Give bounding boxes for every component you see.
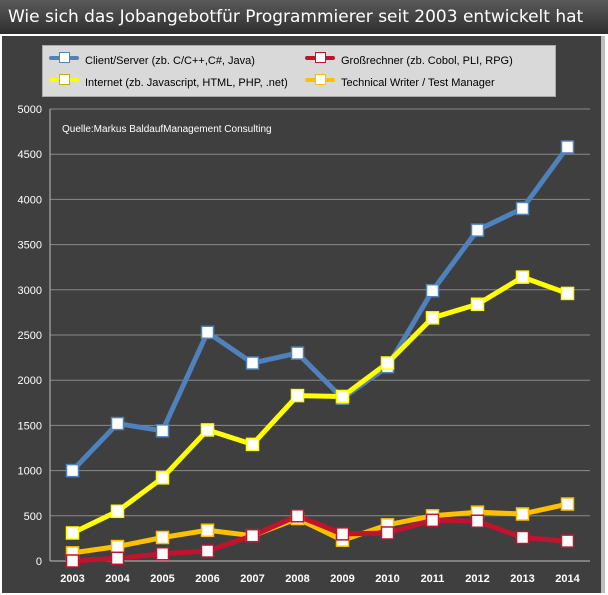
data-point-0 [470,223,485,237]
chart-title: Wie sich das Jobangebotfür Programmierer… [0,0,608,34]
y-tick-label: 2500 [18,330,42,342]
data-point-3 [380,526,395,540]
x-tick-label: 2011 [421,573,445,585]
data-point-0 [155,424,170,438]
data-point-2 [200,523,215,538]
x-tick-label: 2012 [465,573,489,585]
data-point-2 [155,530,170,545]
data-point-0 [515,201,530,216]
plot-panel [2,36,605,593]
data-point-1 [515,270,530,284]
legend-label: Großrechner (zb. Cobol, PLI, RPG) [341,55,513,67]
data-point-2 [560,497,575,511]
x-tick-label: 2003 [60,573,84,585]
data-point-0 [110,416,125,431]
y-tick-label: 5000 [18,104,42,116]
x-tick-label: 2005 [150,573,174,585]
legend: Client/Server (zb. C/C++,C#, Java) Großr… [42,45,556,97]
data-point-3 [560,534,575,548]
legend-label: Client/Server (zb. C/C++,C#, Java) [85,55,255,67]
x-tick-label: 2007 [240,573,264,585]
x-tick-label: 2013 [510,573,534,585]
data-point-1 [155,471,170,485]
data-point-0 [245,356,260,370]
data-point-1 [380,356,395,370]
legend-label: Technical Writer / Test Manager [341,77,495,89]
data-point-3 [155,547,170,561]
data-point-1 [425,311,440,325]
data-point-1 [560,286,575,301]
data-point-1 [290,388,305,403]
series-line-3 [70,513,570,564]
data-point-3 [290,509,305,523]
data-point-3 [245,528,260,543]
data-point-1 [335,389,350,404]
data-point-3 [470,514,485,528]
y-tick-label: 1500 [18,420,42,432]
source-note: Quelle:Markus BaldaufManagement Consulti… [62,124,272,135]
y-tick-label: 4000 [18,194,42,206]
legend-marker-technical-writer [315,74,326,85]
y-tick-label: 4500 [18,149,42,161]
data-point-3 [200,544,215,558]
data-point-1 [65,526,80,540]
data-point-3 [515,530,530,545]
y-tick-label: 3000 [18,285,42,297]
series-line-1 [70,274,570,536]
x-tick-label: 2004 [105,573,130,585]
legend-marker-internet [59,74,70,85]
data-point-1 [470,297,485,312]
series-line-2 [70,501,570,556]
y-tick-label: 3500 [18,240,42,252]
data-point-0 [425,283,440,298]
data-point-1 [245,437,260,452]
data-point-1 [110,504,125,519]
data-point-0 [290,346,305,360]
data-point-1 [200,423,215,437]
data-point-3 [110,551,125,566]
y-tick-label: 1000 [18,466,42,478]
data-point-0 [200,325,215,340]
legend-label: Internet (zb. Javascript, HTML, PHP, .ne… [85,77,288,89]
data-point-0 [65,463,80,478]
legend-marker-grossrechner [315,52,326,63]
series-line-0 [70,144,570,474]
y-tick-label: 0 [36,556,42,568]
x-tick-label: 2008 [285,573,309,585]
legend-marker-client-server [59,52,70,63]
x-tick-label: 2010 [375,573,399,585]
data-point-3 [65,554,80,568]
x-tick-label: 2014 [555,573,580,585]
data-point-2 [515,507,530,521]
y-tick-label: 500 [24,511,42,523]
y-tick-label: 2000 [18,375,42,387]
data-point-0 [560,140,575,154]
data-point-3 [335,527,350,541]
data-point-3 [425,513,440,528]
x-tick-label: 2006 [195,573,219,585]
x-tick-label: 2009 [330,573,354,585]
data-point-2 [110,539,125,554]
